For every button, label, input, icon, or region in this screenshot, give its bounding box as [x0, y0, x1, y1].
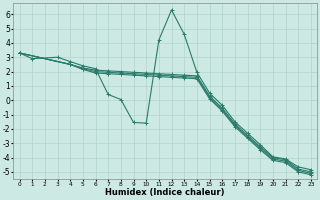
X-axis label: Humidex (Indice chaleur): Humidex (Indice chaleur) [106, 188, 225, 197]
